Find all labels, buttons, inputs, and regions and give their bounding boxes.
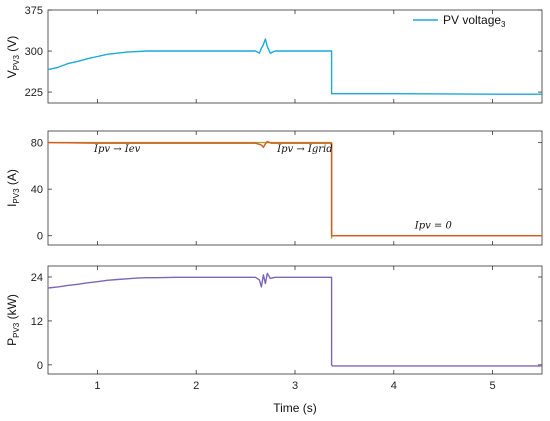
y-tick-label: 40 <box>31 184 43 196</box>
x-axis-power: 1 2 3 4 5 <box>94 266 496 392</box>
panel-current: 0 40 80 Ipv → Iev Ipv → Igrid Ipv = 0 IPV3 (… <box>5 130 543 246</box>
annotations-current: Ipv → Iev Ipv → Igrid Ipv = 0 <box>93 144 452 232</box>
series-line-1-1 <box>47 140 542 237</box>
x-tick-label: 3 <box>292 380 298 392</box>
x-axis-label: Time (s) <box>273 401 317 415</box>
series-group-voltage <box>47 38 542 95</box>
y-axis-label-main: I <box>5 204 19 207</box>
x-tick-label: 5 <box>490 380 496 392</box>
y-tick-label: 225 <box>25 87 43 99</box>
x-tick-marks-current <box>97 131 494 245</box>
series-line-2-0 <box>47 272 542 367</box>
y-tick-label: 0 <box>37 360 43 372</box>
y-axis-label-sub: PV3 <box>12 322 21 338</box>
y-axis-current: 0 40 80 <box>31 138 542 243</box>
annotation-2: Ipv = 0 <box>414 221 453 232</box>
y-axis-label-sub: PV3 <box>12 188 21 204</box>
y-tick-label: 12 <box>31 316 43 328</box>
y-axis-voltage: 225 300 375 <box>25 5 542 99</box>
y-axis-power: 0 12 24 <box>31 272 542 372</box>
series-group-current <box>47 140 542 239</box>
legend-label: PV voltage3 <box>443 13 506 29</box>
y-tick-label: 300 <box>25 46 43 58</box>
y-axis-label-current: IPV3 (A) <box>5 169 21 207</box>
y-tick-label: 375 <box>25 5 43 17</box>
y-axis-label-power: PPV3 (kW) <box>5 294 21 346</box>
panel-voltage: 225 300 375 VPV3 (V) PV voltage3 <box>5 5 543 104</box>
y-axis-label-voltage: VPV3 (V) <box>5 36 21 78</box>
y-tick-label: 80 <box>31 138 43 150</box>
x-tick-label: 4 <box>391 380 397 392</box>
x-tick-label: 2 <box>193 380 199 392</box>
y-axis-label-sub: PV3 <box>12 55 21 71</box>
series-group-power <box>47 272 542 367</box>
x-tick-marks-voltage <box>97 10 494 103</box>
plot-area-voltage <box>47 9 543 104</box>
y-tick-label: 24 <box>31 272 43 284</box>
y-tick-label: 0 <box>37 231 43 243</box>
plot-area-power <box>47 265 543 375</box>
legend-label-main: PV voltage <box>443 13 501 27</box>
y-axis-label-unit: (A) <box>5 169 19 188</box>
legend-label-sub: 3 <box>501 20 506 29</box>
annotation-1: Ipv → Igrid <box>276 144 332 155</box>
x-tick-label: 1 <box>94 380 100 392</box>
y-axis-label-main: P <box>5 338 19 346</box>
y-axis-label-main: V <box>5 70 19 78</box>
legend: PV voltage3 <box>413 13 506 29</box>
plot-area-current <box>47 130 543 246</box>
y-axis-label-unit: (kW) <box>5 294 19 323</box>
annotation-0: Ipv → Iev <box>93 144 141 155</box>
y-axis-label-unit: (V) <box>5 36 19 55</box>
series-line-0-0 <box>47 38 542 95</box>
